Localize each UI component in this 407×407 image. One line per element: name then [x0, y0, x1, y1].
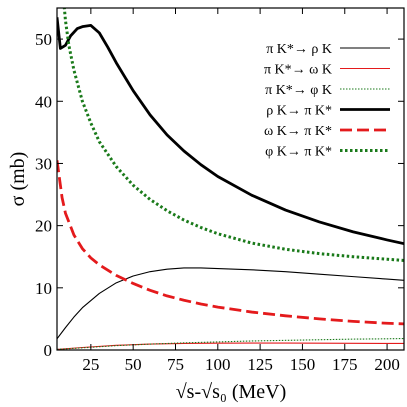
series-line-6 [62, 8, 404, 262]
y-tick-label: 40 [35, 92, 52, 111]
series-line-1 [57, 267, 404, 340]
legend-label: π K*→ φ K [265, 83, 332, 98]
legend: π K*→ ρ K π K*→ ω K π K*→ φ K ρ K→ π K* ω K→… [264, 42, 390, 160]
y-tick-label: 10 [35, 279, 52, 298]
series-line-5 [57, 160, 404, 326]
x-tick-label: 50 [125, 355, 142, 374]
legend-label: φ K→ π K* [265, 145, 332, 160]
legend-label: ω K→ π K* [264, 124, 332, 139]
axis-layer: 25 50 75 100 125 150 175 200 0 10 20 30 40 50 [35, 8, 404, 374]
x-tick-label: 200 [374, 355, 400, 374]
y-tick-label: 20 [35, 217, 52, 236]
series-line-4 [57, 17, 404, 246]
x-tick-label: 25 [82, 355, 99, 374]
x-tick-label: 125 [247, 355, 273, 374]
x-tick-label: 175 [332, 355, 358, 374]
y-tick-label: 0 [44, 341, 53, 360]
y-tick-label: 50 [35, 30, 52, 49]
plot-frame [56, 7, 405, 351]
legend-label: π K*→ ρ K [266, 42, 332, 57]
x-tick-label: 75 [167, 355, 184, 374]
legend-label: π K*→ ω K [264, 63, 332, 78]
series-line-3 [57, 337, 404, 350]
x-tick-label: 100 [205, 355, 231, 374]
y-axis-label: σ (mb) [7, 152, 29, 207]
x-axis-label: √s-√s₀ (MeV) [176, 381, 287, 403]
legend-label: ρ K→ π K* [266, 104, 332, 119]
series-layer [57, 8, 404, 350]
series-line-2 [57, 342, 404, 350]
x-tick-label: 150 [290, 355, 316, 374]
y-tick-label: 30 [35, 154, 52, 173]
